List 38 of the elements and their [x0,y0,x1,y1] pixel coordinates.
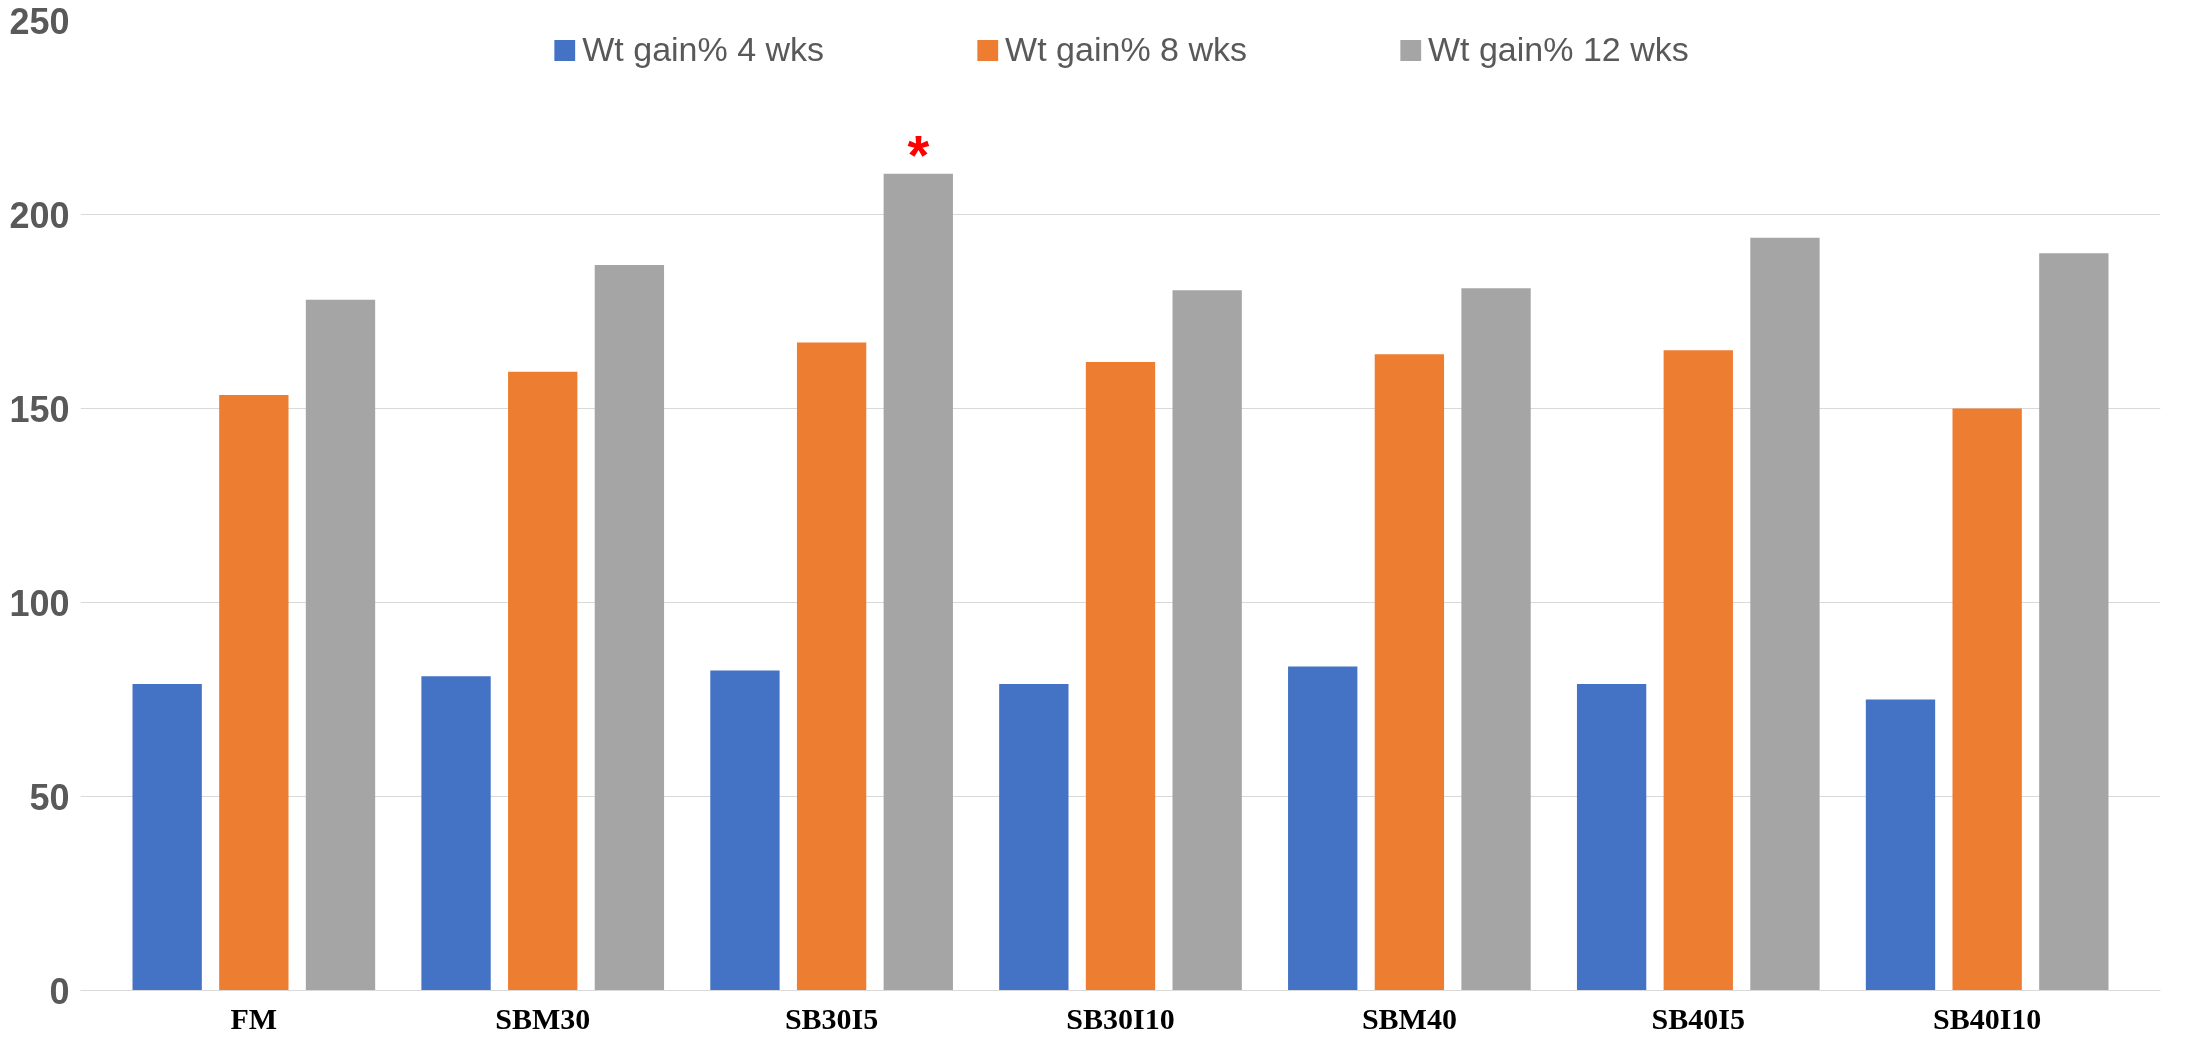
legend-label: Wt gain% 12 wks [1427,30,1689,69]
y-tick-label: 50 [29,776,70,818]
annotation: * [907,122,930,186]
bar [2039,253,2109,991]
x-tick-label: FM [230,1001,278,1035]
bar [1085,361,1156,991]
bar [883,173,953,991]
y-tick-label: 0 [49,970,70,1012]
x-tick-label: SB30I10 [1066,1001,1175,1035]
x-tick-label: SB40I5 [1651,1001,1745,1035]
x-tick-label: SB30I5 [784,1001,879,1035]
bar [421,676,491,991]
x-tick-label: SBM40 [1361,1001,1457,1035]
bar [305,299,376,991]
bar [508,371,578,991]
bar [1172,290,1242,991]
bar [594,264,665,991]
y-tick-label: 100 [9,582,70,624]
bar [1461,288,1531,991]
bar [132,683,202,991]
y-tick-label: 150 [9,388,70,430]
bar [1865,699,1936,991]
bar [1288,666,1358,991]
bar [1663,350,1733,991]
bar [1750,237,1820,991]
x-tick-label: SBM30 [495,1001,591,1035]
x-tick-label: SB40I10 [1932,1001,2042,1035]
bar [796,342,867,991]
y-tick-label: 200 [9,194,70,236]
bar [1374,354,1445,991]
bar [1952,408,2022,991]
legend-label: Wt gain% 8 wks [1005,30,1247,69]
bar [999,683,1069,991]
bar [710,670,780,991]
legend-label: Wt gain% 4 wks [582,30,825,69]
bar [1576,683,1647,991]
y-tick-label: 250 [9,0,70,42]
bar [219,394,289,991]
